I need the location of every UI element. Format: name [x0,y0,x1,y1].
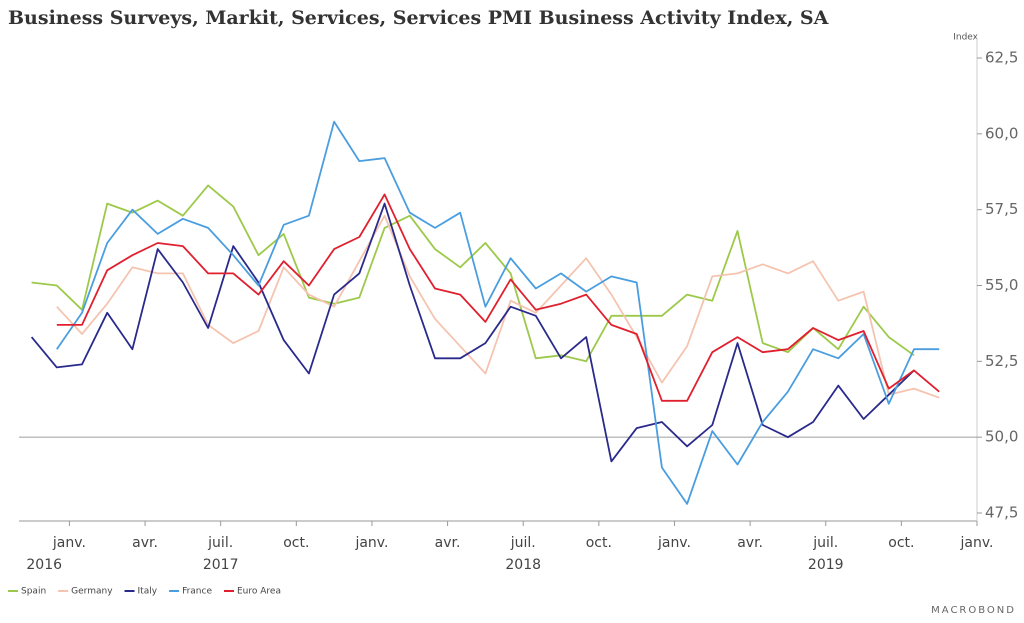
x-year-label: 2016 [26,557,62,573]
series-line [31,184,915,363]
x-tick-label: juil. [812,535,838,551]
source: MACROBOND [931,605,1016,616]
x-tick-label: oct. [888,535,914,551]
x-tick-label: juil. [510,535,536,551]
y-tick-label: 62,5 [985,49,1018,67]
legend-label: Germany [71,587,113,597]
x-tick-label: oct. [586,535,612,551]
legend-label: Euro Area [237,587,281,597]
chart-title: Business Surveys, Markit, Services, Serv… [8,7,829,29]
x-tick-label: janv. [960,535,994,551]
y-axis-label: Index [953,33,978,43]
series-line [56,120,940,505]
x-year-label: 2019 [808,557,844,573]
y-tick-label: 47,5 [985,504,1018,522]
legend-label: Italy [138,587,158,597]
series-line [56,193,940,402]
series-line [56,214,940,399]
x-year-label: 2018 [505,557,541,573]
x-tick-label: oct. [283,535,309,551]
x-tick-label: janv. [52,535,86,551]
y-tick-label: 55,0 [985,276,1018,294]
x-tick-label: avr. [132,535,158,551]
series-line [30,202,915,463]
x-tick-label: avr. [435,535,461,551]
y-tick-label: 60,0 [985,124,1018,142]
x-tick-label: juil. [207,535,233,551]
x-tick-label: avr. [737,535,763,551]
x-tick-label: janv. [657,535,691,551]
x-tick-label: janv. [354,535,388,551]
y-tick-label: 57,5 [985,200,1018,218]
x-year-label: 2017 [203,557,239,573]
legend-label: France [182,587,212,597]
y-tick-label: 50,0 [985,428,1018,446]
legend-label: Spain [21,587,46,597]
y-tick-label: 52,5 [985,352,1018,370]
